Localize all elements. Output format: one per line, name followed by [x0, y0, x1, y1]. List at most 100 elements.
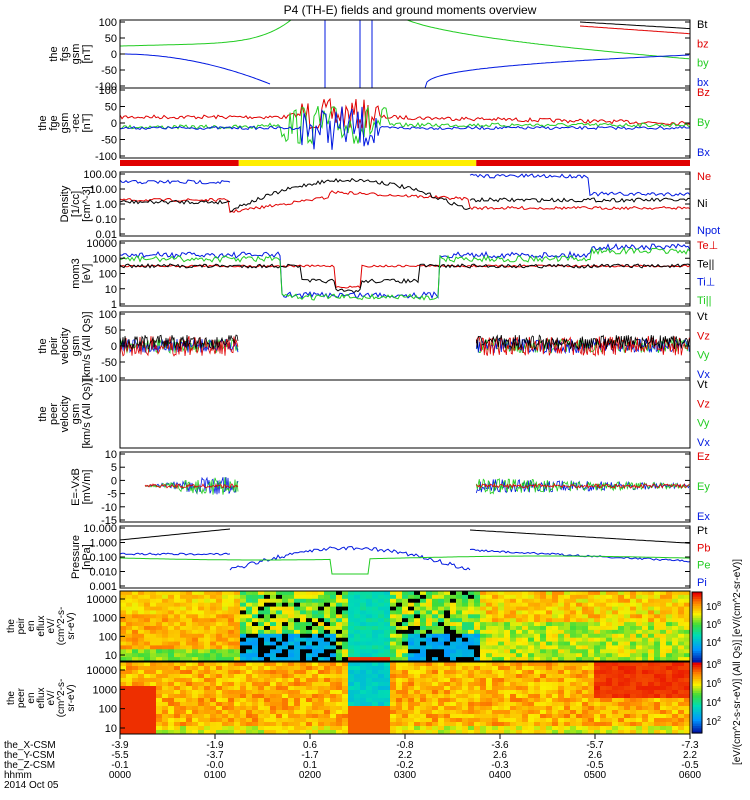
legend-bx: bx — [697, 77, 709, 89]
legend-Bz: Bz — [697, 87, 710, 99]
x-tick-label: -3.7 — [206, 750, 224, 761]
x-tick-label: -3.9 — [111, 740, 129, 751]
y-tick-label: -100 — [95, 373, 117, 385]
svg-text:the: the — [37, 115, 49, 130]
legend-Vx: Vx — [697, 369, 710, 381]
x-axis-row-label: the_Z-CSM — [4, 760, 55, 771]
svg-text:gsm: gsm — [70, 404, 82, 425]
y-axis-label: the peir velocity gsm [km/s (All Qs)] — [37, 311, 93, 380]
panel-peer-velocity: the peer velocity gsm [km/s (All Qs)] Vt Vz Vy V… — [37, 379, 710, 449]
y-tick-label: -50 — [101, 65, 117, 77]
series-line — [424, 54, 690, 88]
x-tick-label: 0300 — [394, 770, 417, 781]
y-tick-label: -50 — [101, 357, 117, 369]
legend-Bt: Bt — [697, 19, 707, 31]
x-tick-label: 2.6 — [588, 750, 602, 761]
x-axis-row-label: the_X-CSM — [4, 740, 56, 751]
series-line — [120, 243, 690, 300]
svg-text:fgs: fgs — [59, 46, 71, 61]
legend-Vt: Vt — [697, 379, 707, 391]
series-line — [475, 338, 690, 355]
colorbar-tick-label: 102 — [706, 716, 721, 728]
legend-by: by — [697, 58, 709, 70]
panel-region-bar — [120, 160, 690, 166]
colorbar-tick-label: 104 — [706, 637, 721, 649]
svg-text:E=-VxB: E=-VxB — [70, 468, 82, 506]
y-tick-label: 10000 — [86, 594, 117, 606]
legend-Pi: Pi — [697, 577, 707, 589]
svg-text:sr-eV): sr-eV) — [66, 612, 77, 639]
svg-text:eflux: eflux — [36, 615, 47, 636]
x-tick-label: 2.2 — [398, 750, 412, 761]
legend-Vz: Vz — [697, 398, 710, 410]
y-tick-label: 10.000 — [83, 523, 117, 535]
y-axis-label: the peir en eflux eV/(cm^2-s-sr-eV) — [6, 607, 77, 646]
y-tick-label: 1.00 — [96, 199, 117, 211]
y-tick-label: 100 — [99, 85, 117, 97]
legend-Vy: Vy — [697, 418, 710, 430]
y-axis-label: the peer velocity gsm [km/s (All Qs)] — [37, 379, 93, 448]
svg-text:[mV/m]: [mV/m] — [81, 470, 93, 505]
panel-frame — [119, 590, 691, 662]
legend-Bx: Bx — [697, 147, 710, 159]
legend-Npot: Npot — [697, 225, 720, 237]
x-tick-label: -5.5 — [111, 750, 129, 761]
y-tick-label: 100 — [99, 309, 117, 321]
panel-frame — [119, 171, 691, 237]
plot-title: P4 (TH-E) fields and ground moments over… — [284, 3, 537, 17]
x-tick-label: -0.3 — [491, 760, 509, 771]
y-tick-label: 0 — [111, 475, 117, 487]
legend-Ey: Ey — [697, 481, 710, 493]
series-line — [120, 53, 271, 85]
legend-bz: bz — [697, 38, 709, 50]
svg-text:[nT]: [nT] — [81, 114, 93, 133]
svg-text:the: the — [6, 619, 17, 633]
y-tick-label: 50 — [105, 325, 117, 337]
panel-peir-eflux: 10000 1000 100 10 the peir en eflux eV/(cm^2-s-s… — [6, 590, 691, 662]
svg-text:eV/: eV/ — [46, 618, 57, 633]
svg-text:Density: Density — [59, 185, 71, 222]
y-tick-label: 0 — [111, 49, 117, 61]
y-axis-label: Density [1/cc] [cm^-3] — [59, 185, 93, 222]
panel-frame — [119, 379, 691, 449]
y-tick-label: 0 — [111, 118, 117, 130]
svg-text:the: the — [37, 406, 49, 421]
svg-text:peir: peir — [48, 336, 60, 355]
x-tick-label: -0.2 — [396, 760, 414, 771]
series-line — [120, 179, 231, 185]
y-axis-label: mom3 [eV] — [70, 258, 93, 289]
svg-text:the: the — [6, 691, 17, 705]
y-tick-label: 1 — [111, 299, 117, 311]
series-line — [120, 528, 231, 541]
series-line — [469, 548, 690, 563]
x-axis-row-label: the_Y-CSM — [4, 750, 55, 761]
series-line — [469, 173, 690, 197]
y-tick-label: 0.010 — [89, 567, 117, 579]
series-line — [230, 177, 471, 212]
svg-text:[eV]: [eV] — [81, 264, 93, 284]
panel-temperature: 10000 1000 100 10 1 mom3 [eV] Te⊥ Te|| Ti⊥ Ti|| — [70, 238, 718, 311]
svg-text:eflux: eflux — [36, 687, 47, 708]
legend-Vt: Vt — [697, 311, 707, 323]
svg-text:gsm: gsm — [70, 44, 82, 65]
y-tick-label: 5 — [111, 462, 117, 474]
legend-Ni: Ni — [697, 198, 707, 210]
y-tick-label: -50 — [101, 135, 117, 147]
y-tick-label: -15 — [101, 515, 117, 527]
series-line — [120, 246, 690, 301]
x-tick-label: 0600 — [679, 770, 702, 781]
y-tick-label: -10 — [101, 502, 117, 514]
y-tick-label: 1000 — [93, 253, 117, 265]
series-line — [579, 25, 690, 35]
legend-Ez: Ez — [697, 451, 710, 463]
svg-text:mom3: mom3 — [70, 258, 82, 289]
series-line — [120, 334, 239, 351]
svg-text:(cm^2-s-: (cm^2-s- — [56, 679, 67, 718]
svg-text:the: the — [37, 338, 49, 353]
svg-text:velocity: velocity — [59, 395, 71, 432]
y-tick-label: 50 — [105, 33, 117, 45]
series-line — [120, 199, 231, 205]
